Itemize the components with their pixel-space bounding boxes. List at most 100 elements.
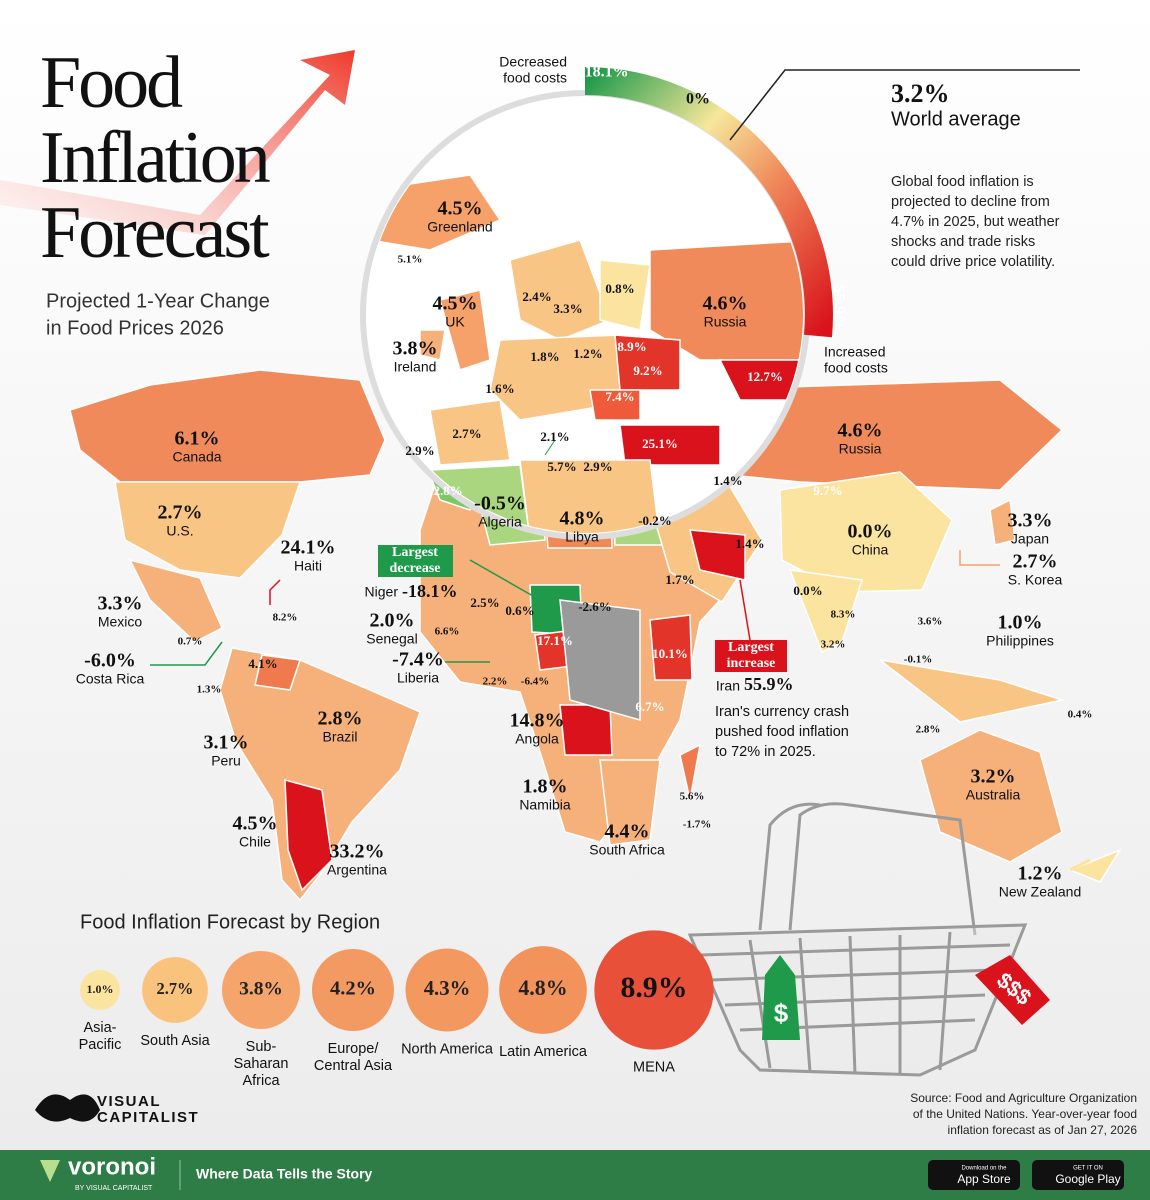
map-value-label: 2.9% <box>583 459 612 474</box>
country-name: Costa Rica <box>76 671 145 687</box>
map-value-label: 5.7% <box>547 459 576 474</box>
vc-logo-icon <box>35 1094 100 1122</box>
country-name: Libya <box>565 529 599 545</box>
map-value-label: 3.3% <box>1008 510 1053 532</box>
map-value-label: 1.3% <box>197 684 222 696</box>
voronoi-wordmark: voronoi <box>68 1153 156 1180</box>
country-name: U.S. <box>166 523 193 539</box>
bubble-value-label: 4.2% <box>330 978 376 1000</box>
map-value-label: 14.8% <box>510 710 565 732</box>
map-value-label: 1.4% <box>713 473 742 488</box>
vc-logo-text: CAPITALIST <box>97 1109 199 1126</box>
country-name: Chile <box>239 834 271 850</box>
map-value-label: 3.3% <box>553 301 582 316</box>
map-value-label: 3.8% <box>393 338 438 360</box>
google-play-label: Google Play <box>1055 1172 1120 1186</box>
bubble-value-label: 1.0% <box>87 982 114 996</box>
bubble-value-label: 4.8% <box>518 975 567 1000</box>
map-value-label: 2.7% <box>158 502 203 524</box>
title-line: Food <box>40 42 183 124</box>
map-value-label: 1.7% <box>665 572 694 587</box>
source-line: inflation forecast as of Jan 27, 2026 <box>948 1123 1138 1137</box>
map-value-label: 33.2% <box>330 841 385 863</box>
map-value-label: 4.4% <box>605 821 650 843</box>
map-value-label: 4.6% <box>703 293 748 315</box>
gauge-low-label: -18.1% <box>579 64 628 81</box>
country-name: New Zealand <box>999 884 1082 900</box>
country-name: China <box>852 542 889 558</box>
iran-note: to 72% in 2025. <box>715 744 816 760</box>
increase-box-text: Largest <box>728 640 774 655</box>
iran-note: Iran's currency crash <box>715 704 849 720</box>
gauge-arc <box>584 67 833 338</box>
description-line: Global food inflation is <box>891 174 1034 190</box>
increase-box <box>715 640 787 672</box>
gauge-low-text: Decreased <box>499 54 567 70</box>
inset-map <box>369 174 803 533</box>
leader <box>1069 858 1091 872</box>
region-name: North America <box>401 1041 494 1057</box>
map-value-label: 0.8% <box>605 281 634 296</box>
country-name: Australia <box>966 787 1021 803</box>
country-name: South Africa <box>589 842 665 858</box>
map-value-label: 2.8% <box>916 724 941 736</box>
country-name: Liberia <box>397 670 439 686</box>
map-value-label: 8.3% <box>831 609 856 621</box>
subtitle-line: Projected 1-Year Change <box>46 290 270 312</box>
map-value-label: -2.8% <box>429 483 463 498</box>
map-value-label: 3.2% <box>821 639 846 651</box>
map-value-label: 2.0% <box>370 610 415 632</box>
region-bubble <box>312 949 394 1031</box>
iran-name: Iran <box>716 678 740 694</box>
map-value-label: 2.9% <box>405 443 434 458</box>
map-value-label: 2.7% <box>1013 551 1058 573</box>
tagline: Where Data Tells the Story <box>196 1166 373 1182</box>
region-name: South Asia <box>140 1033 210 1049</box>
bubble-value-label: 2.7% <box>157 979 194 998</box>
map-value-label: 0.0% <box>793 583 822 598</box>
country-name: Senegal <box>366 631 417 647</box>
map-value-label: 9.2% <box>633 363 662 378</box>
map-value-label: 4.5% <box>438 198 483 220</box>
map-value-label: 4.8% <box>560 508 605 530</box>
map-value-label: 6.1% <box>175 428 220 450</box>
leader <box>739 579 751 641</box>
decrease-box <box>378 545 453 577</box>
bubble-value-label: 8.9% <box>620 971 687 1004</box>
map-value-label: 6.7% <box>635 699 664 714</box>
map-value-label: 2.5% <box>470 595 499 610</box>
map-value-label: 3.3% <box>98 593 143 615</box>
google-play-button[interactable] <box>1032 1160 1124 1190</box>
trend-arrow <box>0 50 355 235</box>
google-small: GET IT ON <box>1073 1166 1103 1172</box>
subtitle-line: in Food Prices 2026 <box>46 317 224 339</box>
source-line: Source: Food and Agriculture Organizatio… <box>910 1091 1137 1105</box>
map-value-label: 0.4% <box>1068 709 1093 721</box>
increase-box-text: increase <box>727 656 776 671</box>
region-bubble <box>405 948 489 1032</box>
map-value-label: 0.6% <box>505 603 534 618</box>
map-value-label: 1.2% <box>573 346 602 361</box>
map-value-label: 2.4% <box>522 289 551 304</box>
average-label: 3.2% <box>891 79 950 108</box>
map-value-label: 3.1% <box>204 732 249 754</box>
map-value-label: 4.6% <box>838 420 883 442</box>
country-name: Brazil <box>322 729 357 745</box>
map-value-label: 2.2% <box>483 676 508 688</box>
iran-label: 55.9% <box>744 674 794 694</box>
map-value-label: 9.7% <box>813 483 842 498</box>
description-line: could drive price volatility. <box>891 254 1055 270</box>
map-value-label: -6.0% <box>84 650 136 672</box>
price-tag <box>975 955 1050 1025</box>
region-name: Sub-Saharan Africa <box>234 1039 289 1089</box>
voronoi-sub: BY VISUAL CAPITALIST <box>75 1185 153 1192</box>
country-name: Greenland <box>427 219 492 235</box>
app-store-small: Download on the <box>961 1166 1007 1172</box>
map-value-label: 2.8% <box>318 708 363 730</box>
gauge-zero-label: 0% <box>686 91 710 108</box>
country-name: Argentina <box>327 862 387 878</box>
chart-title: Food Inflation Forecast by Region <box>80 911 380 933</box>
country-name: Japan <box>1011 531 1049 547</box>
country-name: Philippines <box>986 633 1054 649</box>
app-store-button[interactable] <box>928 1160 1020 1190</box>
